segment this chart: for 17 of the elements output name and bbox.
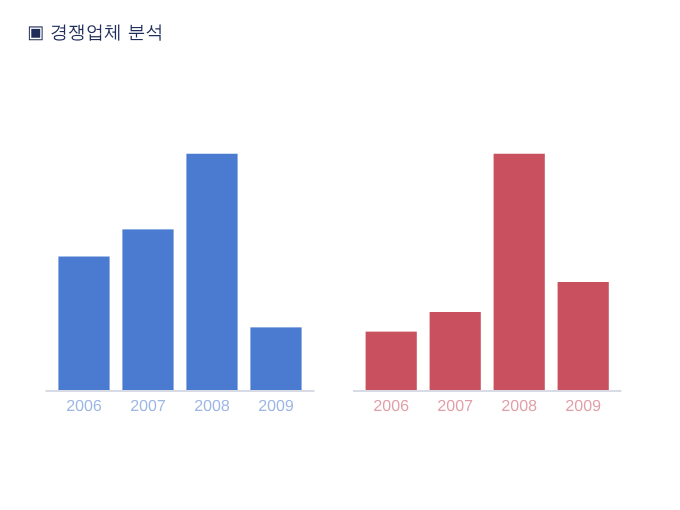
bar: [558, 282, 609, 390]
x-tick-label: 2006: [373, 398, 410, 416]
x-tick-label: 2007: [437, 398, 474, 416]
x-tick-label: 2008: [501, 398, 538, 416]
chart-title: ▣ 경쟁업체 분석: [27, 22, 164, 44]
bar: [122, 229, 174, 390]
x-tick-label: 2009: [258, 398, 294, 416]
x-tick-label: 2006: [66, 398, 102, 416]
bar: [430, 312, 481, 390]
bar: [58, 256, 110, 390]
x-tick-label: 2008: [194, 398, 230, 416]
bar: [494, 154, 545, 390]
bar: [186, 154, 238, 390]
x-tick-label: 2009: [565, 398, 602, 416]
x-tick-label: 2007: [130, 398, 166, 416]
bar: [250, 327, 302, 390]
bar: [366, 332, 417, 390]
